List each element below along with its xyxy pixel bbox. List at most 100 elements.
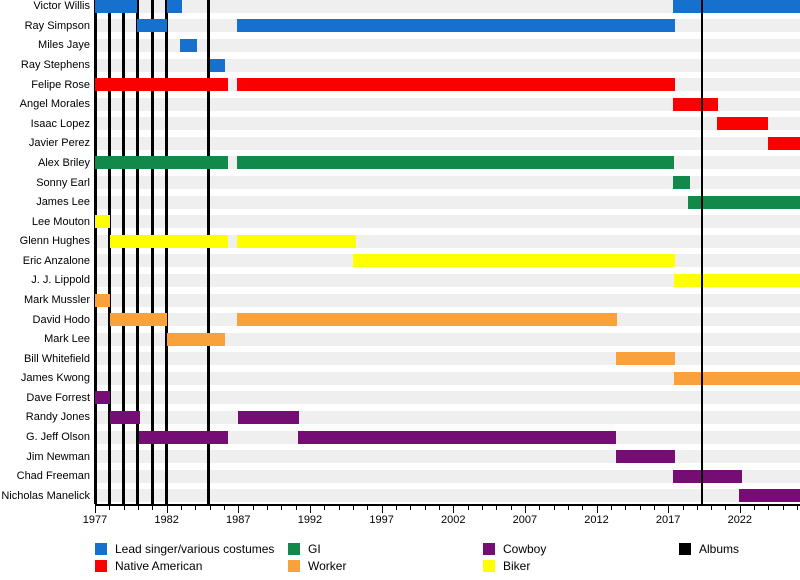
member-row-band <box>95 195 800 209</box>
axis-tick-label: 1987 <box>226 514 251 526</box>
member-label: Victor Willis <box>33 0 90 13</box>
timeline-bar-gi <box>236 156 674 170</box>
timeline-bar-cowboy <box>298 430 616 444</box>
member-row-band <box>95 215 800 229</box>
member-label: Chad Freeman <box>16 470 90 483</box>
timeline-bar-cowboy <box>237 410 300 424</box>
album-line <box>700 0 703 504</box>
legend-label-lead: Lead singer/various costumes <box>115 542 275 556</box>
member-row-band <box>95 97 800 111</box>
timeline-bar-worker <box>110 313 168 327</box>
axis-minor-tick <box>266 506 268 510</box>
member-label: Miles Jaye <box>38 39 90 52</box>
axis-tick-label: 2007 <box>512 514 538 526</box>
legend-swatch-biker <box>483 560 495 572</box>
member-row-band <box>95 293 800 307</box>
axis-major-tick <box>596 506 598 513</box>
axis-tick-label: 1982 <box>154 514 179 526</box>
timeline-bar-lead <box>180 38 197 52</box>
timeline-bar-worker <box>236 313 618 327</box>
album-line <box>206 0 210 504</box>
member-row-band <box>95 332 800 346</box>
member-row-band <box>95 352 800 366</box>
member-label: Alex Briley <box>38 156 90 169</box>
axis-minor-tick <box>582 506 584 510</box>
member-label: J. J. Lippold <box>31 274 90 287</box>
member-row-band <box>95 38 800 52</box>
axis-tick-label: 1977 <box>82 514 108 526</box>
timeline-bar-biker <box>673 273 800 287</box>
axis-minor-tick <box>195 506 197 510</box>
member-row-band <box>95 450 800 464</box>
axis-tick-label: 2017 <box>655 514 681 526</box>
member-label: David Hodo <box>32 313 90 326</box>
axis-minor-tick <box>725 506 727 510</box>
member-row-band <box>95 371 800 385</box>
axis-minor-tick <box>682 506 684 510</box>
axis-minor-tick <box>109 506 111 510</box>
axis-minor-tick <box>367 506 369 510</box>
timeline-bar-biker <box>352 254 676 268</box>
timeline-bar-cowboy <box>139 430 228 444</box>
member-label: Randy Jones <box>25 411 90 424</box>
timeline-bar-native <box>95 78 228 92</box>
timeline-bar-native <box>716 117 769 131</box>
legend-label-native: Native American <box>115 559 203 573</box>
legend-label-worker: Worker <box>308 559 347 573</box>
axis-minor-tick <box>539 506 541 510</box>
axis-minor-tick <box>152 506 154 510</box>
axis-tick-label: 2002 <box>440 514 466 526</box>
album-line <box>93 0 97 504</box>
legend-swatch-native <box>95 560 107 572</box>
member-label: Ray Stephens <box>20 59 90 72</box>
axis-major-tick <box>524 506 526 513</box>
member-label: Glenn Hughes <box>19 235 90 248</box>
axis-major-tick <box>238 506 240 513</box>
axis-minor-tick <box>768 506 770 510</box>
member-row-band <box>95 489 800 503</box>
axis-minor-tick <box>481 506 483 510</box>
timeline-bar-biker <box>95 215 111 229</box>
member-row-band <box>95 117 800 131</box>
timeline-bar-lead <box>136 19 168 33</box>
timeline-bar-worker <box>673 371 800 385</box>
timeline-bar-cowboy <box>673 469 742 483</box>
timeline-bar-biker <box>110 234 228 248</box>
member-label: Eric Anzalone <box>22 254 90 267</box>
axis-minor-tick <box>223 506 225 510</box>
timeline-bar-native <box>236 78 676 92</box>
member-label: G. Jeff Olson <box>26 431 90 444</box>
member-label: James Kwong <box>20 372 90 385</box>
axis-minor-tick <box>295 506 297 510</box>
member-label: Nicholas Manelick <box>1 489 90 502</box>
axis-major-tick <box>453 506 455 513</box>
axis-minor-tick <box>395 506 397 510</box>
axis-minor-tick <box>625 506 627 510</box>
timeline-bar-native <box>767 136 800 150</box>
axis-tick-label: 1992 <box>297 514 323 526</box>
member-row-band <box>95 469 800 483</box>
axis-minor-tick <box>123 506 125 510</box>
axis-tick-label: 1997 <box>369 514 394 526</box>
axis-minor-tick <box>510 506 512 510</box>
axis-minor-tick <box>754 506 756 510</box>
album-line <box>165 0 169 504</box>
timeline-bar-lead <box>95 0 137 13</box>
axis-major-tick <box>309 506 311 513</box>
album-line <box>122 0 126 504</box>
axis-minor-tick <box>639 506 641 510</box>
member-label: Lee Mouton <box>31 215 90 228</box>
axis-minor-tick <box>252 506 254 510</box>
timeline-bar-biker <box>236 234 356 248</box>
member-row-band <box>95 410 800 424</box>
legend-swatch-cowboy <box>483 543 495 555</box>
axis-minor-tick <box>209 506 211 510</box>
timeline-bar-lead <box>673 0 800 13</box>
member-label: James Lee <box>36 196 90 209</box>
axis-major-tick <box>166 506 168 513</box>
legend-label-albums: Albums <box>699 542 740 556</box>
axis-minor-tick <box>797 506 799 510</box>
album-line <box>107 0 111 504</box>
legend-swatch-worker <box>288 560 300 572</box>
